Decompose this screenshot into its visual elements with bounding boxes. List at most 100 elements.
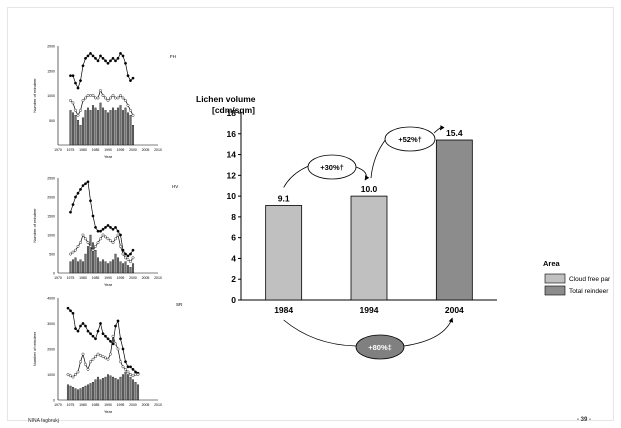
small-series-point [101,233,105,237]
small-x-tick-label: 2000 [129,148,137,152]
small-series-point [131,76,135,80]
small-bar [104,110,107,146]
small-y-tick-label: 4000 [47,297,55,301]
small-bar [119,261,122,274]
small-series-point [116,56,120,60]
small-series-point [81,184,85,188]
annotation-80-text: +80%‡ [368,343,392,352]
small-bar [96,257,100,274]
small-series-point [101,56,105,60]
small-y-tick-label: 1000 [47,94,55,98]
small-bar [101,378,105,401]
main-y-tick-label: 6 [231,233,236,243]
small-bar [126,112,130,146]
small-bar [76,120,80,146]
small-x-tick-label: 2005 [142,276,150,280]
small-bar [114,378,117,401]
small-bar [91,105,95,146]
small-y-tick-label: 2500 [47,177,55,181]
small-y-tick-label: 1000 [47,373,55,377]
small-bar [91,242,95,274]
small-series-point [116,96,120,100]
small-series-point [89,52,92,55]
small-series-point [101,332,105,336]
main-y-tick-label: 0 [231,295,236,305]
small-series-point [124,61,127,65]
small-series-point [74,248,77,252]
small-series-point [96,241,100,245]
small-bar [126,265,130,274]
small-bar [124,371,127,401]
small-series-point [91,94,95,97]
small-series-point [71,375,75,379]
small-x-tick-label: 2010 [154,276,162,280]
small-series-point [126,104,130,107]
small-series-point [104,96,107,100]
small-series-point [91,334,95,338]
small-x-tick-label: 2005 [142,148,150,152]
small-series-point [76,86,80,90]
small-x-tick-label: 2005 [142,403,150,407]
small-series-point [121,96,125,100]
small-series-point [69,252,72,256]
small-series-point [94,355,97,359]
small-bar [131,379,135,401]
small-series-point [114,96,117,100]
small-series-point [81,99,85,102]
small-series-point [66,306,70,310]
small-series-point [106,357,110,361]
small-series-point [86,94,90,97]
small-series-point [111,227,115,231]
main-bar [350,195,388,301]
small-x-tick-label: 1995 [117,276,125,280]
small-series-point [126,365,130,369]
small-chart-title: FH [170,54,176,59]
small-series-point [91,54,95,58]
small-bar [111,259,115,274]
small-series-point [84,56,87,60]
small-series-point [86,54,90,58]
small-series-point [129,79,132,83]
small-x-tick-label: 1980 [79,148,87,152]
small-series-point [99,54,102,58]
small-bar [101,259,105,274]
small-series-point [84,362,87,366]
small-series-point [114,237,117,241]
small-y-tick-label: 2000 [47,348,55,352]
small-series-point [81,233,85,237]
main-x-tick-label: 1984 [274,305,293,315]
annotation-52-text: +52%† [398,135,422,144]
small-bar [109,375,112,401]
small-series-point [99,229,102,233]
small-x-tick-label: 1985 [92,276,100,280]
small-bar [89,110,92,146]
small-bar [104,261,107,274]
small-series-point [71,101,75,105]
annotation-arrow-52 [433,125,445,134]
small-y-axis-label: Number of reindeer [32,331,37,366]
small-bar [131,125,135,146]
small-series-point [89,332,92,336]
small-bar [126,374,130,401]
small-series-point [106,237,110,241]
small-series-point [99,237,102,241]
small-bar [114,110,117,146]
main-chart-title: Lichen volume [196,94,256,104]
small-series-point [134,370,137,374]
small-bar [74,257,77,274]
small-series-point [121,365,125,369]
small-x-axis-label: Year [104,282,113,287]
small-x-axis-label: Year [104,409,113,414]
small-series-point [94,56,97,60]
main-data-label: 15.4 [446,128,463,138]
small-series-point [99,322,102,325]
small-series-point [119,360,122,364]
small-series-point [81,322,85,325]
small-series-point [96,352,100,356]
small-bar [89,234,92,274]
small-series-point [71,250,75,254]
small-bar [69,385,72,401]
small-series-point [126,370,130,374]
annotation-bubble-52 [384,126,436,152]
